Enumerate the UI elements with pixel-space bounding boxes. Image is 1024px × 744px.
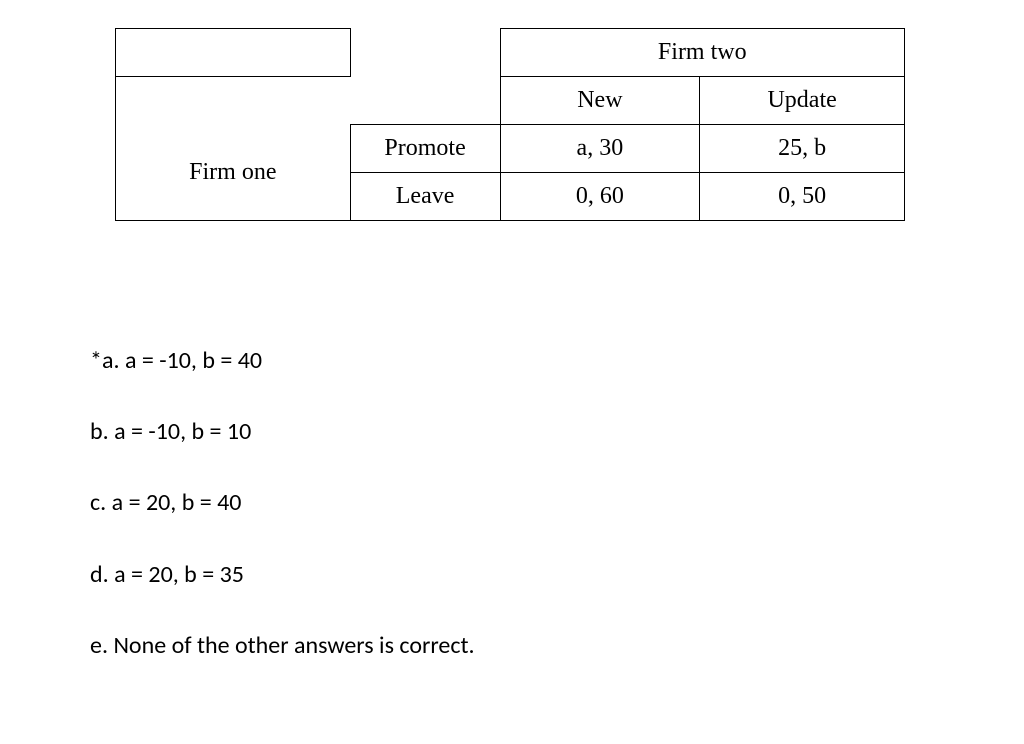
payoff-cell-1-1: 0, 50 [700,173,905,221]
payoff-table: Firm two New Update Firm one Promote a, … [115,28,905,221]
answer-option: d. a = 20, b = 35 [90,559,475,590]
answer-marker: *a. [90,346,120,375]
blank-cell [116,77,351,125]
row-strategy-0: Promote [350,125,500,173]
payoff-cell-0-1: 25, b [700,125,905,173]
answer-text: a = 20, b = 35 [114,560,244,589]
payoff-cell-0-0: a, 30 [500,125,700,173]
answer-marker: e. [90,631,108,660]
answer-marker: b. [90,417,109,446]
row-player-label: Firm one [116,125,351,221]
answer-option: e. None of the other answers is correct. [90,630,475,661]
answer-text: a = -10, b = 10 [114,417,251,446]
answer-option: c. a = 20, b = 40 [90,487,475,518]
table-row: New Update [116,77,905,125]
payoff-table-container: Firm two New Update Firm one Promote a, … [115,28,905,221]
row-strategy-1: Leave [350,173,500,221]
blank-cell [116,29,351,77]
answer-option: b. a = -10, b = 10 [90,416,475,447]
table-row: Firm one Promote a, 30 25, b [116,125,905,173]
payoff-cell-1-0: 0, 60 [500,173,700,221]
answer-text: a = -10, b = 40 [125,346,262,375]
blank-cell [350,29,500,77]
col-strategy-0: New [500,77,700,125]
page: Firm two New Update Firm one Promote a, … [0,0,1024,744]
col-strategy-1: Update [700,77,905,125]
blank-cell [350,77,500,125]
answer-marker: d. [90,560,109,589]
answer-options: *a. a = -10, b = 40 b. a = -10, b = 10 c… [90,345,475,701]
col-player-label: Firm two [500,29,904,77]
table-row: Firm two [116,29,905,77]
answer-text: a = 20, b = 40 [112,488,242,517]
answer-marker: c. [90,488,106,517]
answer-text: None of the other answers is correct. [113,631,474,660]
answer-option: *a. a = -10, b = 40 [90,345,475,376]
